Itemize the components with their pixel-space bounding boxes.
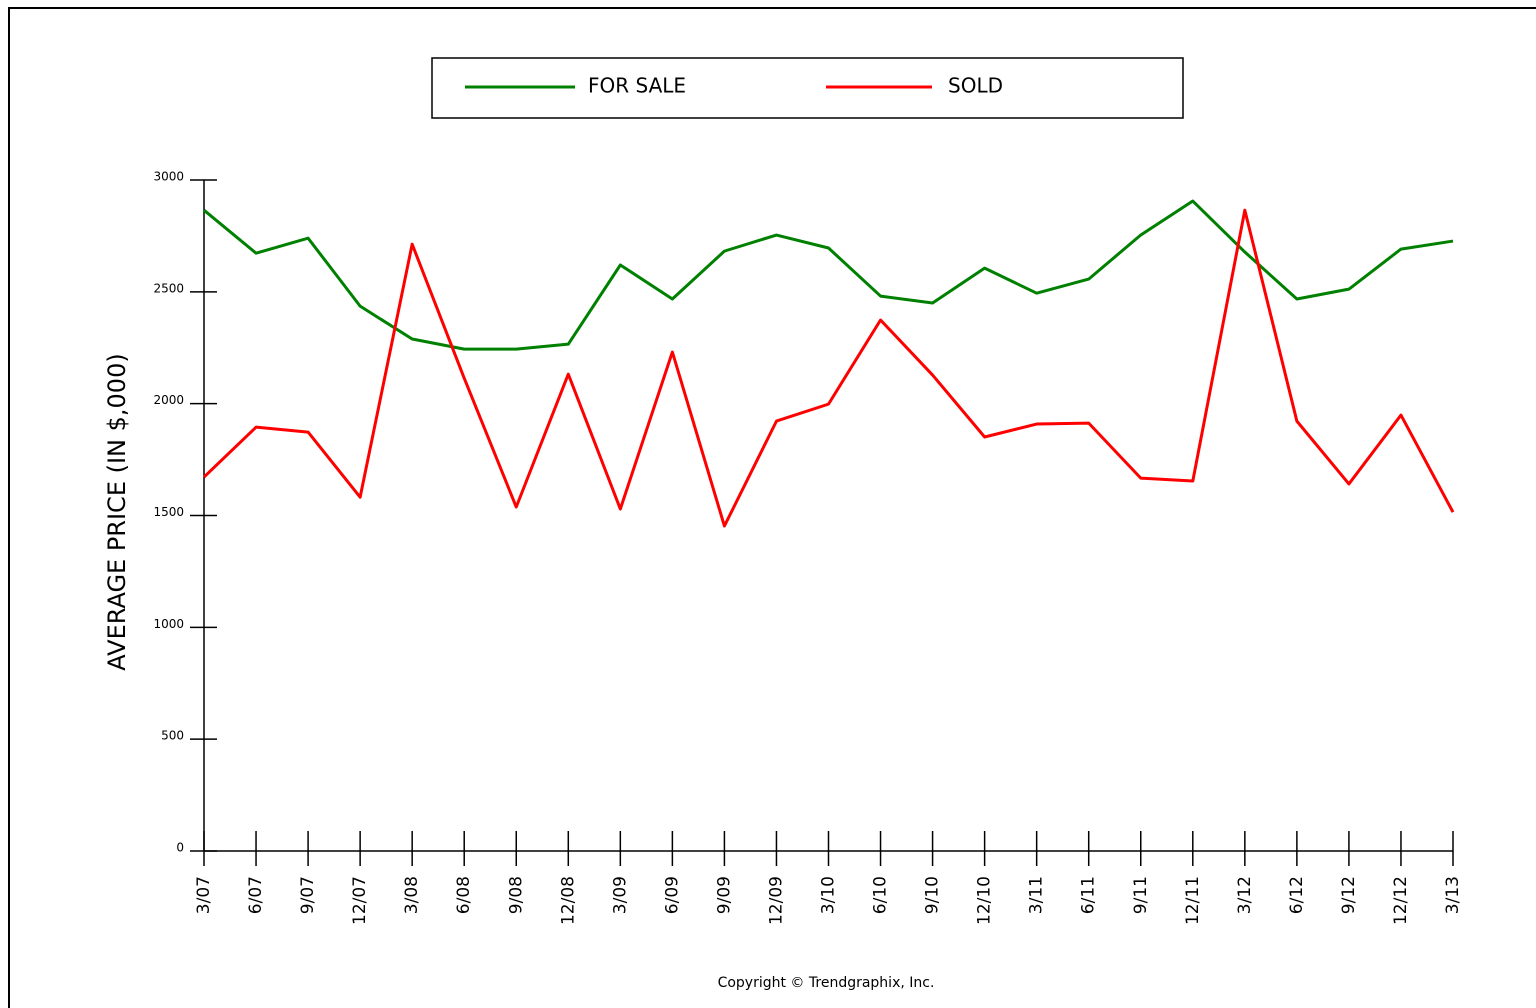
x-tick-label: 12/07 xyxy=(350,876,370,925)
x-tick-label: 6/11 xyxy=(1079,876,1099,914)
x-tick-label: 9/07 xyxy=(298,876,318,914)
x-tick-label: 12/12 xyxy=(1391,876,1411,925)
y-tick-label: 0 xyxy=(176,841,184,855)
x-tick-label: 9/12 xyxy=(1339,876,1359,914)
x-tick-label: 6/07 xyxy=(246,876,266,914)
footer: Copyright © Trendgraphix, Inc. xyxy=(718,975,935,991)
x-tick-label: 12/08 xyxy=(558,876,578,925)
y-axis-label: AVERAGE PRICE (IN $,000) xyxy=(103,353,131,670)
x-tick-label: 9/10 xyxy=(923,876,943,914)
legend-label: SOLD xyxy=(948,74,1003,98)
x-tick-label: 3/10 xyxy=(819,876,839,914)
x-tick-label: 3/11 xyxy=(1027,876,1047,914)
x-tick-label: 6/12 xyxy=(1287,876,1307,914)
series-line xyxy=(203,199,1454,351)
y-tick-label: 1500 xyxy=(153,505,184,519)
x-tick-label: 3/08 xyxy=(402,876,422,914)
x-tick-label: 3/13 xyxy=(1443,876,1463,914)
x-tick-label: 3/09 xyxy=(610,876,630,914)
x-tick-label: 12/09 xyxy=(766,876,786,925)
y-tick-label: 500 xyxy=(161,729,184,743)
frame xyxy=(8,7,1536,1008)
x-tick-label: 6/09 xyxy=(662,876,682,914)
x-tick-label: 3/12 xyxy=(1235,876,1255,914)
x-tick-label: 12/11 xyxy=(1183,876,1203,925)
x-tick-label: 9/11 xyxy=(1131,876,1151,914)
x-tick-label: 6/08 xyxy=(454,876,474,914)
y-tick-label: 1000 xyxy=(153,617,184,631)
y-tick-label: 2000 xyxy=(153,393,184,407)
x-tick-label: 3/07 xyxy=(194,876,214,914)
x-tick-label: 6/10 xyxy=(871,876,891,914)
series-line xyxy=(202,208,1455,528)
x-tick-label: 12/10 xyxy=(975,876,995,925)
y-tick-label: 3000 xyxy=(153,170,184,184)
y-tick-label: 2500 xyxy=(153,281,184,295)
legend-label: FOR SALE xyxy=(588,74,686,98)
x-tick-label: 9/09 xyxy=(714,876,734,914)
x-tick-label: 9/08 xyxy=(506,876,526,914)
